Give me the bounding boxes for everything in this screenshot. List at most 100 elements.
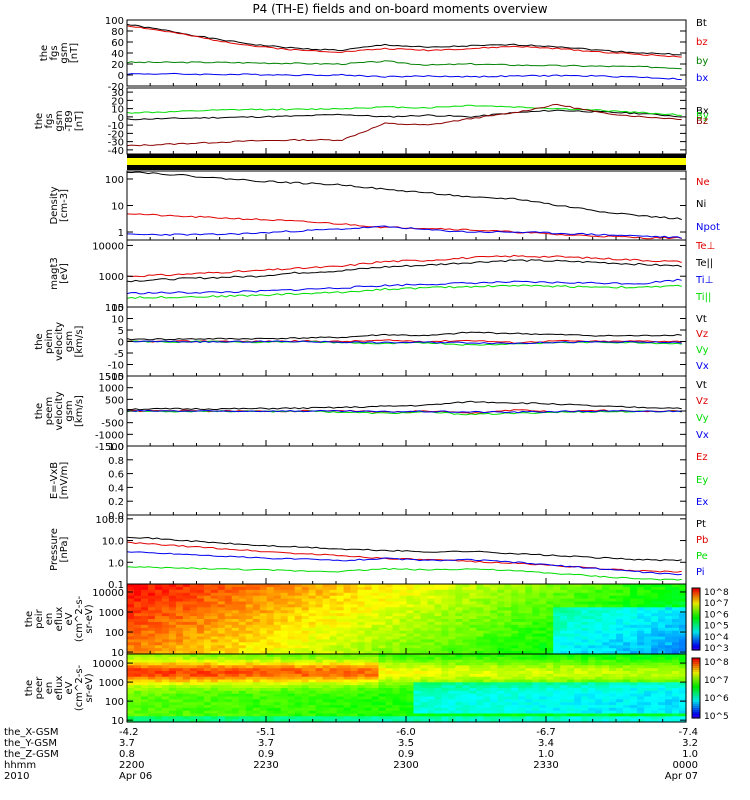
spectrogram-cell	[483, 651, 491, 655]
spectrogram-cell	[224, 682, 233, 686]
spectrogram-cell	[609, 584, 617, 588]
spectrogram-cell	[308, 671, 317, 675]
spectrogram-cell	[224, 679, 233, 683]
spectrogram-cell	[462, 690, 470, 695]
spectrogram-cell	[280, 707, 289, 712]
spectrogram-cell	[196, 595, 205, 600]
spectrogram-cell	[490, 598, 498, 603]
spectrogram-cell	[217, 616, 226, 620]
spectrogram-cell	[217, 690, 226, 695]
spectrogram-cell	[245, 665, 254, 669]
spectrogram-cell	[210, 642, 219, 646]
spectrogram-cell	[413, 719, 422, 723]
colorbar-segment	[692, 714, 700, 717]
spectrogram-cell	[210, 604, 219, 608]
spectrogram-cell	[441, 707, 449, 712]
spectrogram-cell	[364, 601, 373, 605]
spectrogram-cell	[378, 633, 387, 638]
spectrogram-cell	[637, 633, 645, 638]
spectrogram-cell	[434, 705, 442, 709]
spectrogram-cell	[336, 648, 345, 652]
spectrogram-cell	[148, 642, 156, 646]
spectrogram-cell	[280, 676, 289, 681]
spectrogram-cell	[672, 621, 680, 626]
spectrogram-cell	[574, 630, 582, 635]
spectrogram-cell	[574, 648, 582, 652]
spectrogram-cell	[490, 688, 498, 692]
spectrogram-cell	[595, 659, 603, 664]
spectrogram-cell	[490, 636, 498, 640]
spectrogram-cell	[413, 616, 422, 620]
spectrogram-cell	[378, 592, 387, 597]
spectrogram-cell	[210, 624, 219, 629]
spectrogram-cell	[644, 673, 652, 678]
spectrogram-cell	[196, 676, 205, 681]
spectrogram-cell	[168, 713, 177, 717]
spectrogram-cell	[609, 682, 617, 686]
spectrogram-cell	[217, 610, 226, 614]
spectrogram-cell	[630, 645, 638, 649]
spectrogram-cell	[238, 633, 247, 638]
spectrogram-cell	[462, 693, 470, 698]
spectrogram-cell	[168, 601, 177, 605]
spectrogram-cell	[588, 592, 596, 597]
spectrogram-cell	[224, 633, 233, 638]
spectrogram-cell	[455, 636, 463, 640]
spectrogram-cell	[595, 656, 603, 661]
spectrogram-cell	[434, 719, 442, 723]
spectrogram-cell	[343, 613, 352, 617]
spectrogram-cell	[434, 595, 442, 600]
spectrogram-cell	[315, 682, 324, 686]
spectrogram-cell	[189, 662, 198, 666]
spectrogram-cell	[273, 613, 282, 617]
spectrogram-cell	[658, 610, 666, 614]
spectrogram-cell	[560, 654, 568, 658]
spectrogram-cell	[679, 651, 687, 655]
spectrogram-cell	[651, 604, 659, 608]
spectrogram-cell	[644, 624, 652, 629]
spectrogram-cell	[546, 621, 554, 626]
spectrogram-cell	[658, 613, 666, 617]
spectrogram-cell	[175, 671, 184, 675]
colorbar-segment	[692, 672, 700, 675]
spectrogram-cell	[134, 682, 142, 686]
spectrogram-cell	[560, 621, 568, 626]
spectrogram-cell	[161, 598, 170, 603]
spectrogram-cell	[196, 662, 205, 666]
spectrogram-cell	[252, 713, 261, 717]
spectrogram-cell	[308, 696, 317, 700]
spectrogram-cell	[266, 668, 275, 672]
spectrogram-cell	[315, 616, 324, 620]
spectrogram-cell	[245, 627, 254, 632]
spectrogram-cell	[308, 633, 317, 638]
spectrogram-cell	[154, 595, 163, 600]
spectrogram-cell	[161, 673, 170, 678]
spectrogram-cell	[616, 659, 624, 664]
spectrogram-cell	[364, 586, 373, 591]
spectrogram-cell	[420, 589, 429, 594]
spectrogram-cell	[658, 604, 666, 608]
spectrogram-cell	[616, 607, 624, 611]
spectrogram-cell	[441, 598, 449, 603]
spectrogram-cell	[476, 654, 484, 658]
spectrogram-cell	[672, 673, 680, 678]
spectrogram-cell	[441, 668, 449, 672]
spectrogram-cell	[210, 685, 219, 689]
legend-Vt: Vt	[696, 314, 707, 325]
spectrogram-cell	[434, 648, 442, 652]
spectrogram-cell	[567, 636, 575, 640]
spectrogram-cell	[539, 619, 547, 623]
spectrogram-cell	[189, 592, 198, 597]
spectrogram-cell	[315, 598, 324, 603]
spectrogram-cell	[148, 696, 156, 700]
y-tick-label: 500	[105, 395, 124, 406]
spectrogram-cell	[273, 616, 282, 620]
spectrogram-cell	[238, 627, 247, 632]
spectrogram-cell	[217, 693, 226, 698]
legend-Ti||: Ti||	[695, 292, 711, 303]
spectrogram-cell	[308, 595, 317, 600]
spectrogram-cell	[567, 624, 575, 629]
spectrogram-cell	[413, 592, 422, 597]
spectrogram-cell	[154, 679, 163, 683]
spectrogram-cell	[490, 616, 498, 620]
